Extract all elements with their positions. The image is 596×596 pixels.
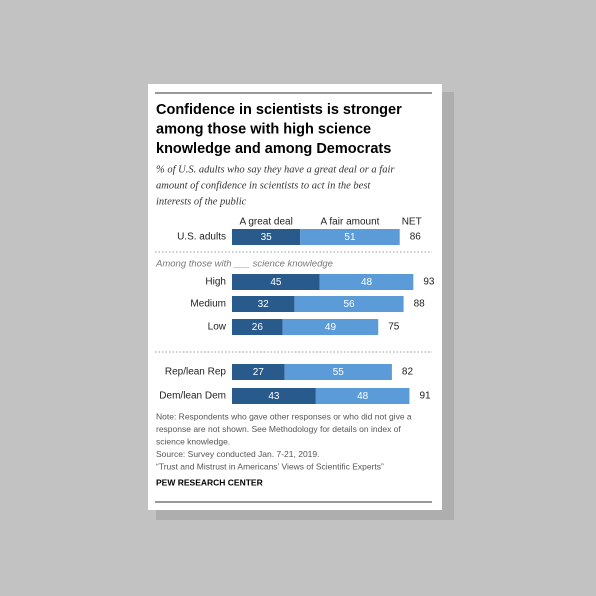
chart-title: among those with high science: [156, 121, 371, 137]
note: “Trust and Mistrust in Americans’ Views …: [156, 461, 384, 471]
bar-segment: [284, 364, 392, 380]
value-label: 45: [270, 277, 282, 288]
subtitle: amount of confidence in scientists to ac…: [156, 180, 371, 191]
value-label: 55: [333, 367, 345, 378]
legend-label: A fair amount: [321, 217, 380, 228]
net-label: 75: [388, 322, 400, 333]
bar-segment: [232, 296, 295, 312]
bar-segment: [232, 364, 285, 380]
net-header: NET: [402, 217, 422, 228]
category-label: Rep/lean Rep: [165, 367, 227, 378]
category-label: Dem/lean Dem: [159, 391, 226, 402]
value-label: 48: [361, 277, 373, 288]
category-label: High: [205, 277, 226, 288]
bar-segment: [300, 229, 400, 245]
footer: PEW RESEARCH CENTER: [156, 477, 263, 487]
bar-segment: [282, 319, 379, 335]
value-label: 35: [261, 232, 273, 243]
category-label: Medium: [190, 299, 226, 310]
value-label: 49: [325, 322, 337, 333]
category-label: U.S. adults: [177, 232, 226, 243]
value-label: 32: [258, 299, 270, 310]
note: science knowledge.: [156, 436, 230, 446]
value-label: 26: [252, 322, 264, 333]
value-label: 43: [268, 391, 280, 402]
subtitle: % of U.S. adults who say they have a gre…: [156, 164, 395, 175]
chart-title: knowledge and among Democrats: [156, 141, 391, 157]
net-label: 86: [410, 232, 422, 243]
subtitle: interests of the public: [156, 196, 247, 207]
value-label: 27: [253, 367, 265, 378]
bar-segment: [232, 388, 316, 404]
group-label: Among those with ___ science knowledge: [155, 259, 333, 270]
net-label: 93: [423, 277, 435, 288]
note: response are not shown. See Methodology …: [156, 424, 401, 434]
legend-label: A great deal: [239, 217, 292, 228]
bar-segment: [294, 296, 404, 312]
net-label: 82: [402, 367, 414, 378]
bar-segment: [315, 388, 410, 404]
note: Note: Respondents who gave other respons…: [156, 411, 412, 421]
category-label: Low: [208, 322, 227, 333]
net-label: 91: [419, 391, 431, 402]
bar-segment: [232, 229, 301, 245]
net-label: 88: [414, 299, 426, 310]
value-label: 51: [344, 232, 356, 243]
bar-segment: [319, 274, 414, 290]
value-label: 56: [343, 299, 355, 310]
note: Source: Survey conducted Jan. 7-21, 2019…: [156, 449, 320, 459]
bar-segment: [232, 274, 320, 290]
chart-title: Confidence in scientists is stronger: [156, 102, 402, 118]
bar-segment: [232, 319, 283, 335]
value-label: 48: [357, 391, 369, 402]
